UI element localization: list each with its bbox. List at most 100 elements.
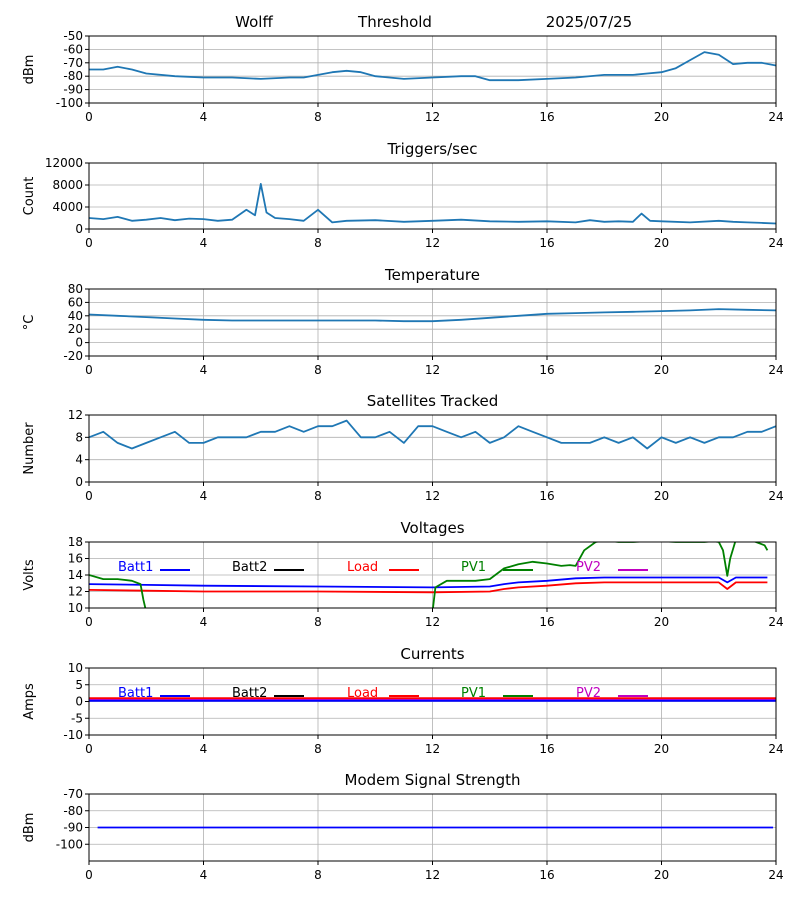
x-tick-label: 24 (768, 742, 783, 756)
y-axis-label: Amps (22, 683, 37, 720)
y-tick-label: 8000 (52, 178, 83, 192)
x-tick-label: 24 (768, 615, 783, 629)
y-tick-label: 4000 (52, 200, 83, 214)
y-tick-label: -100 (56, 837, 83, 851)
x-tick-label: 12 (425, 742, 440, 756)
chart-title: Temperature (384, 266, 480, 284)
x-tick-label: 8 (314, 363, 322, 377)
y-axis-label: Count (22, 177, 37, 216)
y-tick-label: -90 (63, 821, 83, 835)
chart-title: Voltages (400, 519, 464, 537)
y-tick-label: -100 (56, 96, 83, 110)
legend-label-batt1: Batt1 (118, 560, 153, 575)
x-tick-label: 4 (200, 868, 208, 882)
y-tick-label: 0 (75, 336, 83, 350)
y-tick-label: -60 (63, 42, 83, 56)
legend-label-pv1: PV1 (461, 560, 486, 575)
x-tick-label: 16 (539, 110, 554, 124)
y-tick-label: -70 (63, 787, 83, 801)
y-tick-label: 8 (75, 430, 83, 444)
y-tick-label: 60 (68, 295, 83, 309)
x-tick-label: 16 (539, 363, 554, 377)
chart-panel-7: 0 4 8 12 16 20 24 -100 -90 -80 -70 Modem Signal Str… (22, 771, 784, 882)
y-tick-label: -20 (63, 349, 83, 363)
chart-title: Currents (400, 645, 464, 663)
x-tick-label: 4 (200, 236, 208, 250)
x-tick-label: 4 (200, 742, 208, 756)
x-tick-label: 8 (314, 110, 322, 124)
y-tick-label: -80 (63, 804, 83, 818)
legend-label-batt2: Batt2 (232, 686, 267, 701)
x-tick-label: 4 (200, 615, 208, 629)
legend-label-load: Load (347, 560, 378, 575)
series-group (89, 419, 776, 450)
x-tick-label: 20 (654, 110, 669, 124)
figure-header: Wolff Threshold 2025/07/25 (235, 13, 632, 31)
chart-title: Satellites Tracked (367, 392, 498, 410)
y-axis-label: °C (22, 315, 37, 331)
y-tick-label: -90 (63, 83, 83, 97)
x-tick-label: 4 (200, 363, 208, 377)
x-tick-label: 8 (314, 742, 322, 756)
x-tick-label: 16 (539, 489, 554, 503)
y-tick-label: 18 (68, 535, 83, 549)
y-tick-label: -5 (71, 711, 83, 725)
x-tick-label: 24 (768, 363, 783, 377)
y-tick-label: -50 (63, 29, 83, 43)
series-group (89, 182, 776, 225)
y-axis-label: dBm (22, 55, 37, 85)
x-tick-label: 0 (85, 742, 93, 756)
x-tick-label: 12 (425, 489, 440, 503)
x-tick-label: 8 (314, 236, 322, 250)
x-tick-label: 4 (200, 489, 208, 503)
x-tick-label: 8 (314, 615, 322, 629)
chart-panel-1: 0 4 8 12 16 20 24 -100-90-80-70-60-50 dBm (22, 29, 784, 124)
x-tick-label: 24 (768, 236, 783, 250)
header-mode: Threshold (357, 13, 432, 31)
chart-panel-5: 0 4 8 12 16 20 24 10 12 14 16 18 Voltages Volts Batt1 B… (22, 519, 784, 629)
x-tick-label: 0 (85, 489, 93, 503)
x-tick-label: 12 (425, 868, 440, 882)
x-tick-label: 0 (85, 110, 93, 124)
series-line-batt1-0 (89, 576, 768, 589)
header-date: 2025/07/25 (546, 13, 632, 31)
series-group (89, 308, 776, 323)
y-tick-label: 10 (68, 601, 83, 615)
chart-panel-2: 0 4 8 12 16 20 24 0 4000 8000 12000 Triggers/sec Cou… (22, 140, 784, 250)
y-axis-label: dBm (22, 813, 37, 843)
x-tick-label: 20 (654, 363, 669, 377)
y-tick-label: -10 (63, 728, 83, 742)
y-tick-label: 0 (75, 475, 83, 489)
y-tick-label: 16 (68, 552, 83, 566)
x-tick-label: 24 (768, 110, 783, 124)
x-tick-label: 8 (314, 868, 322, 882)
chart-title: Modem Signal Strength (345, 771, 521, 789)
x-tick-label: 0 (85, 868, 93, 882)
y-tick-label: 12000 (45, 156, 83, 170)
legend-label-batt2: Batt2 (232, 560, 267, 575)
x-tick-label: 20 (654, 742, 669, 756)
y-tick-label: 10 (68, 661, 83, 675)
chart-title: Triggers/sec (387, 140, 478, 158)
y-tick-label: 80 (68, 282, 83, 296)
y-tick-label: 12 (68, 585, 83, 599)
y-tick-label: -80 (63, 69, 83, 83)
x-tick-label: 0 (85, 236, 93, 250)
x-tick-label: 20 (654, 489, 669, 503)
x-tick-label: 16 (539, 868, 554, 882)
y-tick-label: 4 (75, 453, 83, 467)
x-tick-label: 8 (314, 489, 322, 503)
x-tick-label: 12 (425, 363, 440, 377)
legend-label-pv1: PV1 (461, 686, 486, 701)
series-group (89, 697, 776, 702)
x-tick-label: 16 (539, 615, 554, 629)
series-group (89, 542, 769, 608)
series-group (89, 51, 776, 82)
x-tick-label: 16 (539, 236, 554, 250)
x-tick-label: 4 (200, 110, 208, 124)
legend-label-load: Load (347, 686, 378, 701)
legend-label-pv2: PV2 (576, 686, 601, 701)
